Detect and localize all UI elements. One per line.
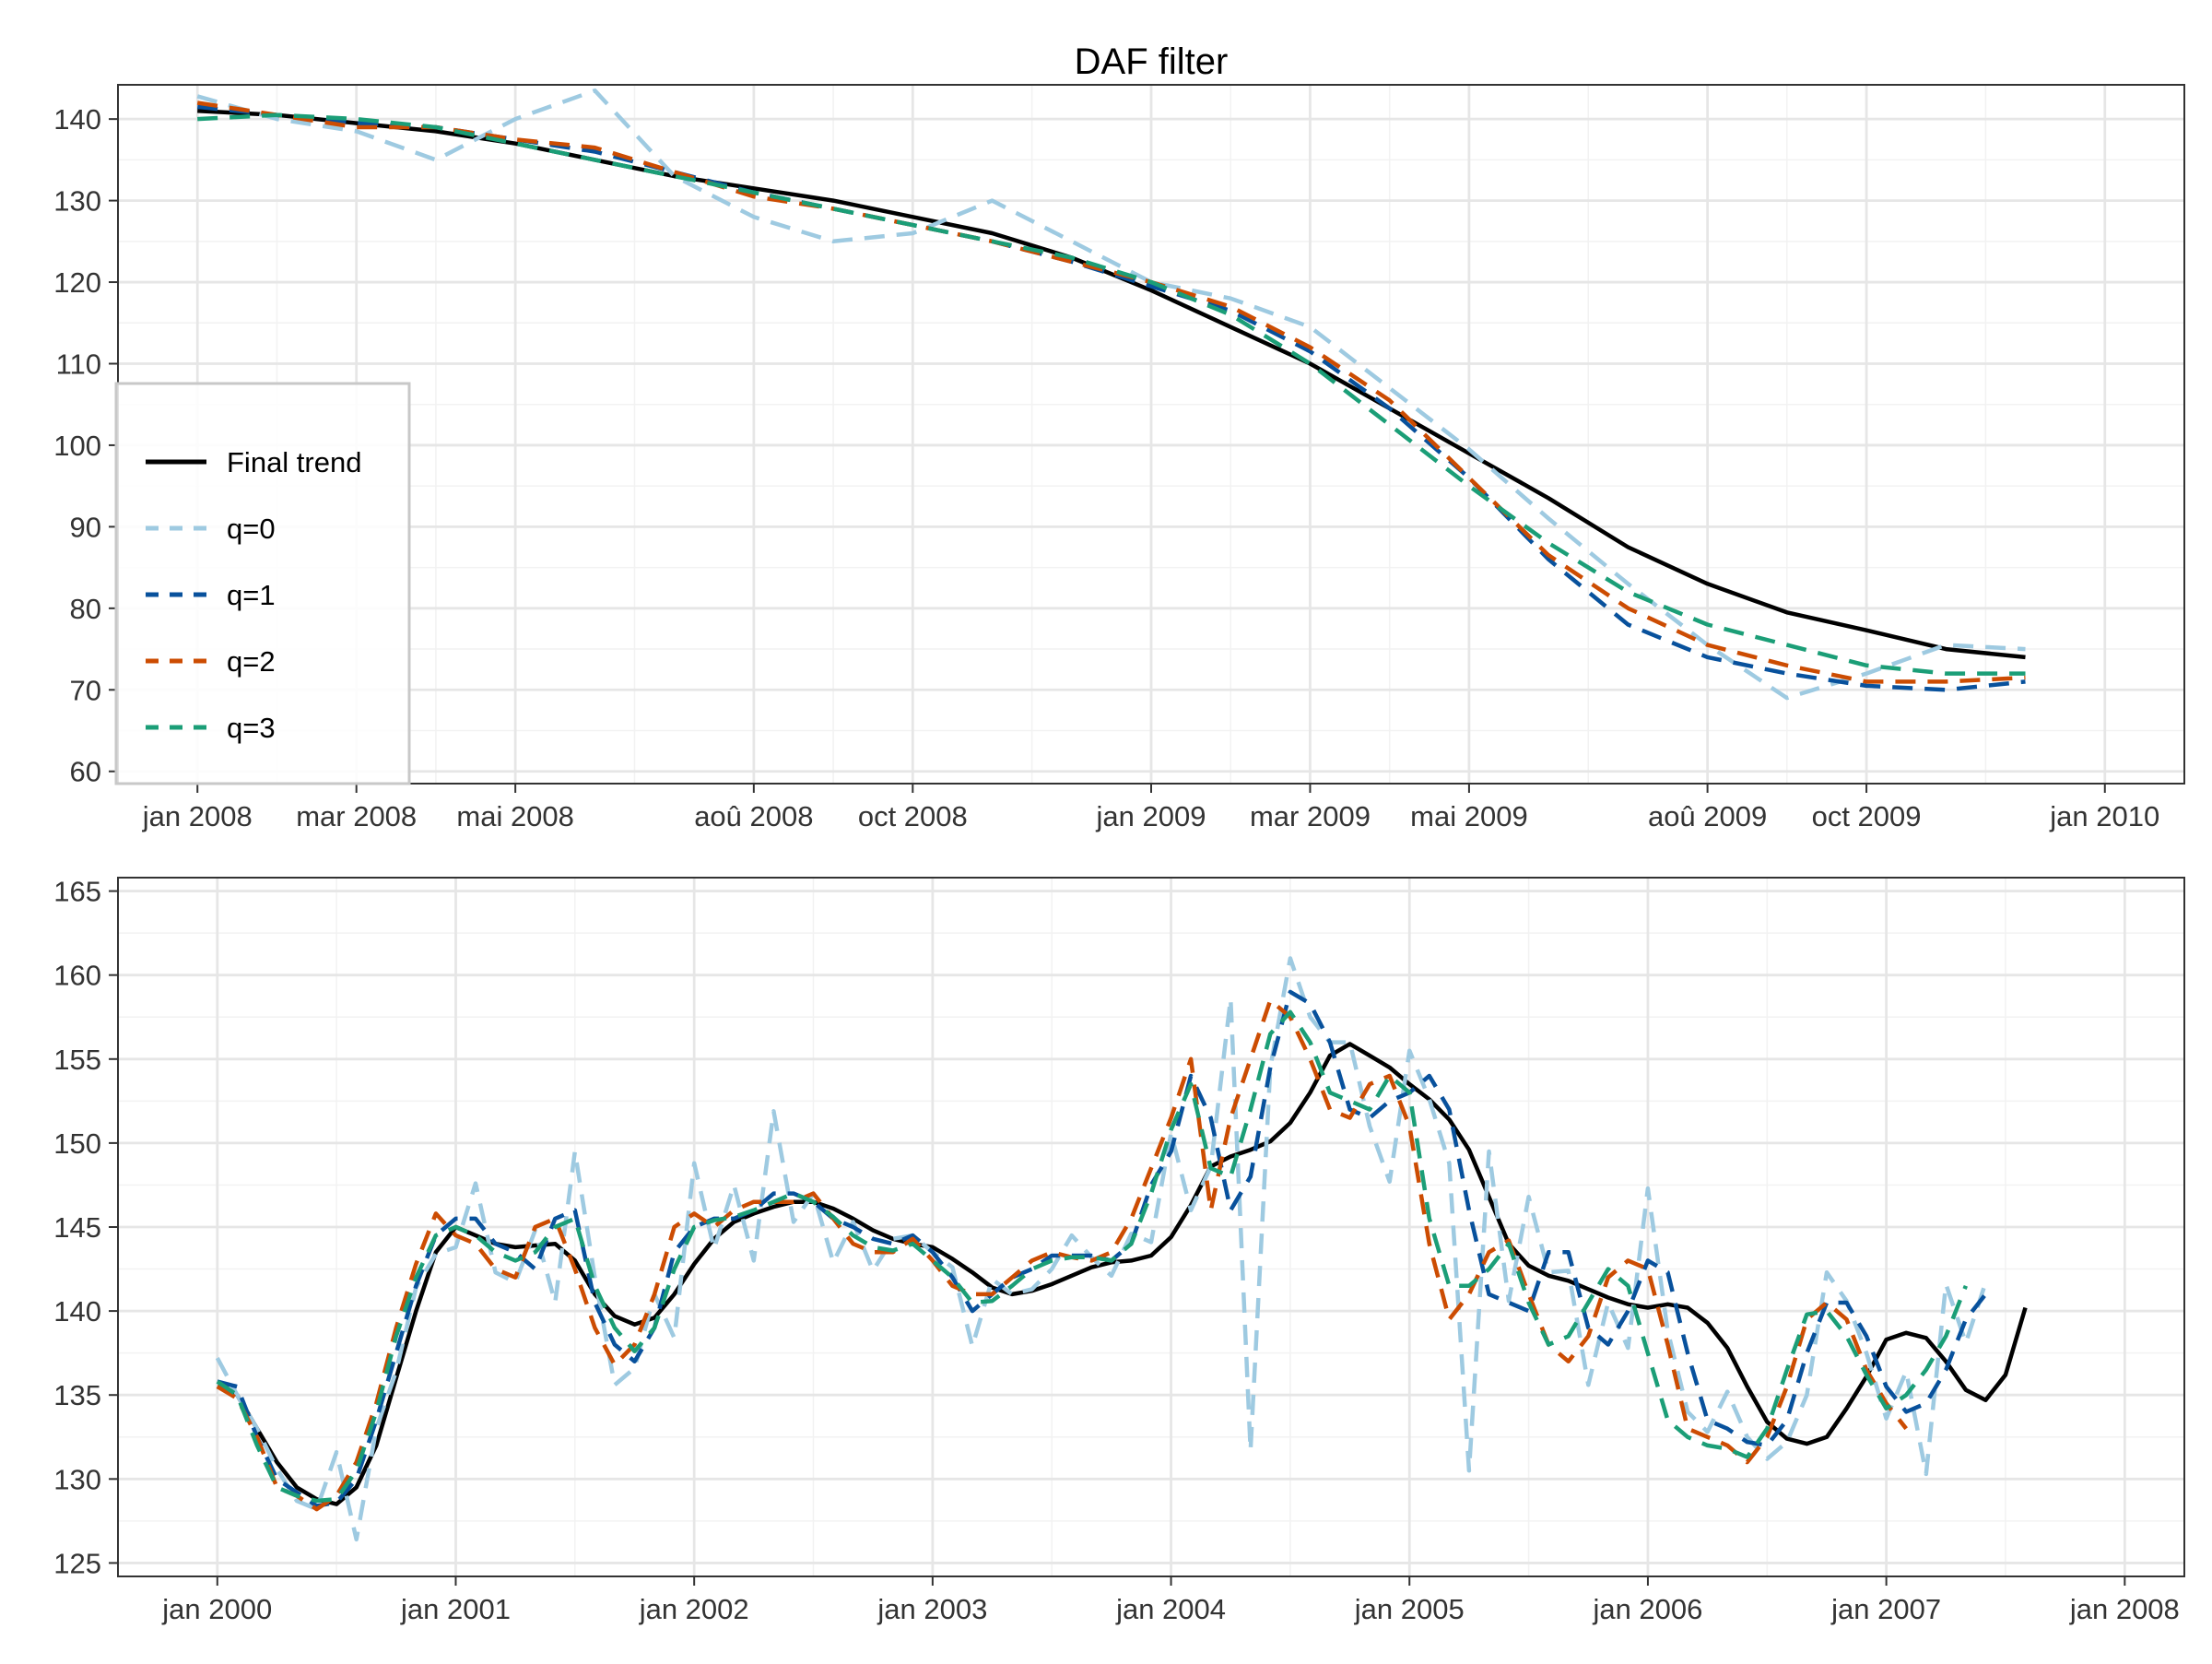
series-line-q2 [216,997,1908,1512]
series-line-final-trend [216,1042,2028,1506]
x-tick-label: oct 2009 [1812,800,1922,832]
y-axis: 60 70 80 90 100 110 120 130 140 [53,103,118,788]
x-tick-label: aoû 2009 [1648,800,1767,832]
legend-label: q=3 [227,712,276,744]
panel-top: 60 70 80 90 100 110 120 130 140 jan 2008 mar 2008 m… [53,84,2185,832]
y-tick-label: 120 [53,266,101,299]
x-tick-label: jan 2008 [2069,1593,2180,1625]
legend-label: q=1 [227,579,276,611]
y-tick-label: 140 [53,103,101,136]
series-group [196,88,2026,701]
series-line-q3 [197,112,2026,676]
legend-label: q=2 [227,645,276,678]
series-line-q2 [196,100,2026,684]
chart-title: DAF filter [1075,41,1229,82]
x-tick-label: aoû 2008 [694,800,813,832]
legend: Final trend q=0 q=1 q=2 q=3 [114,382,411,785]
y-tick-label: 140 [53,1295,101,1328]
x-tick-label: jan 2010 [2049,800,2159,832]
x-tick-label: jan 2005 [1354,1593,1465,1625]
x-tick-label: jan 2006 [1592,1593,1702,1625]
y-tick-label: 165 [53,876,101,908]
y-tick-label: 125 [53,1547,101,1579]
series-group [215,956,2028,1542]
y-tick-label: 80 [70,593,101,625]
x-tick-label: jan 2007 [1830,1593,1941,1625]
y-tick-label: 130 [53,185,101,218]
y-tick-label: 100 [53,430,101,462]
y-tick-label: 150 [53,1127,101,1160]
y-tick-label: 110 [56,348,101,380]
x-tick-label: mai 2008 [456,800,574,832]
series-line-q0 [196,88,2026,701]
x-tick-label: mar 2008 [296,800,417,832]
y-tick-label: 155 [53,1044,101,1076]
grid [118,878,2184,1576]
y-tick-label: 60 [70,756,101,788]
y-tick-label: 145 [53,1211,101,1244]
x-tick-label: jan 2001 [400,1593,511,1625]
series-line-q3 [216,1009,1968,1504]
y-tick-label: 90 [70,511,101,543]
x-tick-label: jan 2004 [1115,1593,1226,1625]
y-tick-label: 135 [53,1379,101,1411]
y-tick-label: 130 [53,1463,101,1495]
x-tick-label: jan 2002 [639,1593,749,1625]
x-tick-label: jan 2000 [161,1593,272,1625]
x-tick-label: mar 2009 [1250,800,1371,832]
x-axis: jan 2000 jan 2001 jan 2002 jan 2003 jan 2004… [161,1576,2180,1625]
x-tick-label: mai 2009 [1410,800,1528,832]
legend-box [114,382,411,785]
x-tick-label: jan 2003 [877,1593,987,1625]
x-tick-label: jan 2009 [1096,800,1206,832]
y-tick-label: 70 [70,674,101,706]
series-line-q0 [215,956,1988,1542]
y-axis: 125 130 135 140 145 150 155 160 165 [53,876,118,1579]
legend-label: q=0 [227,513,276,545]
x-axis: jan 2008 mar 2008 mai 2008 aoû 2008 oct 2008… [142,784,2159,832]
x-tick-label: jan 2008 [142,800,253,832]
legend-label: Final trend [227,446,361,478]
x-tick-label: oct 2008 [858,800,968,832]
y-tick-label: 160 [53,960,101,992]
